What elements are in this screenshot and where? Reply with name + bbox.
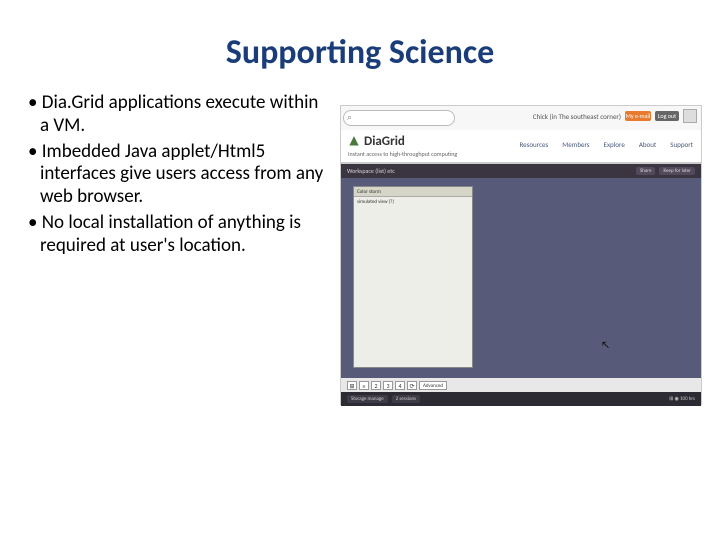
nav-support[interactable]: Support [670,140,693,149]
keep-button[interactable]: Keep for later [659,167,695,175]
bottom-status: ⊞ ◉ 100 hrs [669,396,695,402]
workspace-label: Workspace (list) etc [347,167,395,175]
vm-window-body: simulated view (?) [354,197,472,207]
ctrl-advanced-button[interactable]: Advanced [419,381,447,390]
search-icon: ⌕ [347,112,352,123]
topbar-note: Chick (in The southeast corner) [533,112,621,121]
diagrid-logo-icon [347,135,361,149]
nav-about[interactable]: About [639,140,656,149]
ctrl-refresh-button[interactable]: ⟳ [407,381,417,390]
avatar[interactable] [683,109,697,123]
bullet-item: Dia.Grid applications execute within a V… [28,92,328,138]
site-header: DiaGrid Instant access to high-throughpu… [341,130,701,164]
embedded-screenshot: ⌕ Chick (in The southeast corner) My e-m… [340,105,702,405]
sessions-button[interactable]: 2 sessions [392,395,420,403]
tagline: Instant access to high-throughput comput… [348,150,457,158]
main-nav: Resources Members Explore About Support [519,140,693,149]
myemail-button[interactable]: My e-mail [625,111,651,121]
storage-manage-button[interactable]: Storage manage [347,395,388,403]
ctrl-4-button[interactable]: 4 [395,381,405,390]
logo-text: DiaGrid [364,134,405,149]
workspace-bar: Workspace (list) etc Share Keep for late… [341,164,701,178]
controls-row: ⊞ ≡ 2 3 4 ⟳ Advanced [341,378,701,392]
bottom-bar: Storage manage 2 sessions ⊞ ◉ 100 hrs [341,392,701,406]
cursor-icon: ↖ [601,338,610,351]
logout-button[interactable]: Log out [655,111,679,121]
logo[interactable]: DiaGrid [347,134,405,149]
ctrl-list-button[interactable]: ≡ [359,381,369,390]
bullet-item: No local installation of anything is req… [28,212,328,258]
ctrl-popout-button[interactable]: ⊞ [347,381,357,390]
vm-window-title: Color storm [354,187,472,197]
vm-window[interactable]: Color storm simulated view (?) [353,186,473,368]
ctrl-2-button[interactable]: 2 [371,381,381,390]
share-button[interactable]: Share [636,167,655,175]
vm-viewport[interactable]: Color storm simulated view (?) ↖ [341,178,701,378]
ctrl-3-button[interactable]: 3 [383,381,393,390]
nav-resources[interactable]: Resources [519,140,548,149]
bullet-item: Imbedded Java applet/Html5 interfaces gi… [28,141,328,209]
url-bar[interactable] [343,110,455,126]
bullet-list: Dia.Grid applications execute within a V… [28,92,328,261]
slide-title: Supporting Science [0,32,720,73]
nav-members[interactable]: Members [562,140,589,149]
nav-explore[interactable]: Explore [604,140,625,149]
